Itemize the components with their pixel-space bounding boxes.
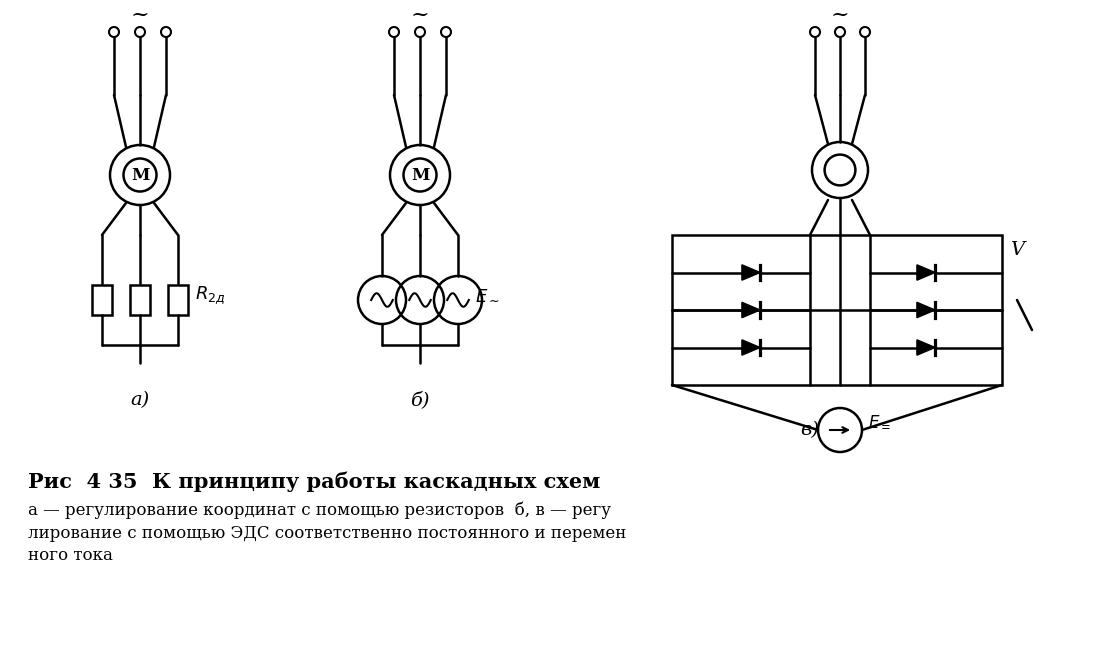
Bar	[130, 285, 150, 315]
Polygon shape	[742, 265, 760, 280]
Text: в): в)	[801, 421, 820, 439]
Text: лирование с помощью ЭДС соответственно постоянного и перемен: лирование с помощью ЭДС соответственно п…	[28, 525, 627, 542]
Text: $E_{=}$: $E_{=}$	[868, 413, 891, 430]
Polygon shape	[917, 303, 935, 318]
Text: Рис  4 35  К принципу работы каскадных схем: Рис 4 35 К принципу работы каскадных схе…	[28, 472, 600, 493]
Polygon shape	[917, 340, 935, 355]
Polygon shape	[742, 340, 760, 355]
Polygon shape	[742, 303, 760, 318]
Text: ного тока: ного тока	[28, 548, 113, 565]
Text: ~: ~	[131, 4, 150, 26]
Polygon shape	[917, 265, 935, 280]
Text: ~: ~	[831, 4, 849, 26]
Text: б): б)	[410, 391, 430, 409]
Text: M: M	[411, 166, 429, 183]
Bar	[168, 285, 188, 315]
Text: V: V	[1010, 241, 1024, 259]
Text: $E_{\sim}$: $E_{\sim}$	[475, 286, 500, 304]
Text: $R_{2д}$: $R_{2д}$	[195, 284, 226, 306]
Text: ~: ~	[411, 4, 429, 26]
Text: M: M	[131, 166, 150, 183]
Bar	[92, 285, 112, 315]
Text: а): а)	[131, 391, 150, 409]
Text: а — регулирование координат с помощью резисторов  б, в — регу: а — регулирование координат с помощью ре…	[28, 501, 611, 519]
Bar	[672, 235, 1002, 385]
